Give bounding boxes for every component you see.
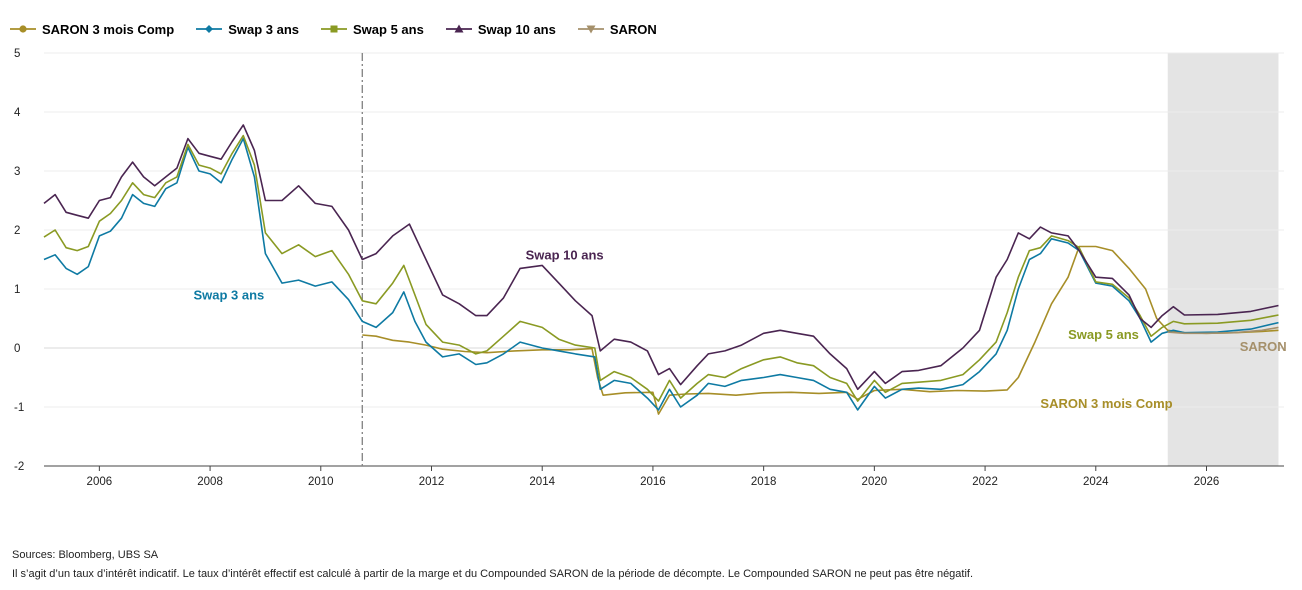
legend-item-swap-3-ans: Swap 3 ans — [196, 22, 299, 37]
forecast-shade — [1167, 53, 1279, 466]
series-line-saron-3-mois-comp — [362, 245, 1279, 415]
legend-item-swap-10-ans: Swap 10 ans — [445, 21, 556, 37]
x-tick-label: 2012 — [419, 476, 445, 488]
x-tick-label: 2020 — [862, 476, 888, 488]
legend-swatch — [577, 25, 604, 34]
legend-label: Swap 5 ans — [353, 21, 424, 37]
x-tick-label: 2010 — [308, 476, 334, 488]
x-tick-label: 2006 — [87, 476, 113, 488]
x-axis-ticks: 2006 2008 2010 2012 2014 2016 2018 2020 2022 2024… — [87, 466, 1220, 488]
legend-swatch — [10, 25, 36, 33]
x-tick-label: 2024 — [1083, 476, 1109, 488]
grid-lines — [44, 52, 1284, 467]
legend-item-saron: SARON — [577, 21, 657, 37]
x-tick-label: 2026 — [1194, 476, 1220, 488]
x-tick-label: 2016 — [640, 476, 666, 488]
legend-swatch — [196, 25, 223, 33]
y-axis-ticks: 5 4 3 2 1 0 -1 -2 — [14, 48, 24, 473]
legend-label: SARON — [609, 21, 657, 37]
x-tick-label: 2008 — [197, 476, 223, 488]
y-tick-label: -1 — [14, 402, 24, 414]
series-line-swap-3-ans — [43, 137, 1279, 411]
x-tick-label: 2014 — [529, 476, 555, 488]
annotation-swap-10-ans: Swap 10 ans — [526, 248, 604, 263]
y-tick-label: 2 — [14, 225, 20, 237]
legend-swatch — [321, 25, 347, 33]
y-tick-label: 3 — [14, 166, 20, 178]
legend: SARON 3 mois Comp Swap 3 ans Swap 5 ans Swa… — [10, 18, 679, 40]
y-tick-label: -2 — [14, 461, 24, 473]
annotation-swap-5-ans: Swap 5 ans — [1068, 327, 1139, 342]
series-line-swap-5-ans — [43, 134, 1279, 402]
annotation-saron-3-mois-comp: SARON 3 mois Comp — [1040, 396, 1172, 411]
series-line-swap-10-ans — [43, 124, 1279, 391]
legend-item-saron-3-mois-comp: SARON 3 mois Comp — [10, 22, 174, 37]
y-tick-label: 5 — [14, 48, 20, 60]
sources-note: Sources: Bloomberg, UBS SA — [12, 549, 159, 561]
legend-label: Swap 10 ans — [477, 21, 556, 37]
x-tick-label: 2022 — [972, 476, 998, 488]
x-tick-label: 2018 — [751, 476, 777, 488]
series-annotations: Swap 10 ans Swap 3 ans Swap 5 ans SARON SARO… — [193, 248, 1286, 412]
legend-item-swap-5-ans: Swap 5 ans — [321, 22, 424, 37]
legend-swatch — [445, 24, 472, 33]
series-lines — [43, 124, 1279, 415]
y-tick-label: 4 — [14, 107, 21, 119]
y-tick-label: 1 — [14, 284, 20, 296]
legend-label: SARON 3 mois Comp — [42, 21, 175, 37]
annotation-saron: SARON — [1240, 339, 1287, 354]
y-tick-label: 0 — [14, 343, 20, 355]
legend-label: Swap 3 ans — [228, 21, 299, 37]
disclaimer-note: Il s’agit d’un taux d’intérêt indicatif.… — [12, 568, 974, 580]
annotation-swap-3-ans: Swap 3 ans — [193, 288, 264, 303]
series-line-saron — [1167, 326, 1279, 335]
